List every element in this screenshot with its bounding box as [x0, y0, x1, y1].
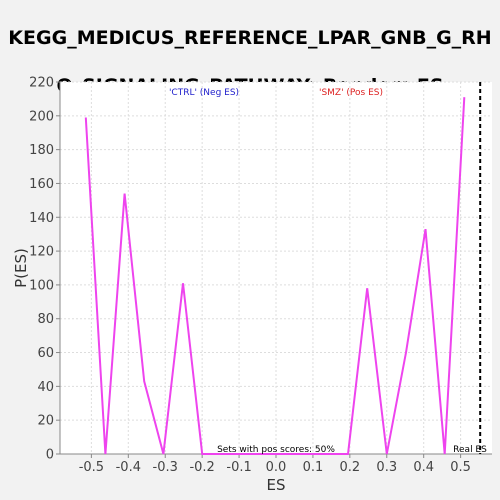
y-tick-label: 0: [46, 448, 54, 463]
y-tick-label: 140: [29, 211, 54, 226]
y-tick-label: 220: [29, 76, 54, 91]
real-es-label: Real ES: [453, 445, 487, 455]
y-axis-label: P(ES): [12, 248, 30, 288]
y-axis-ticks: 0 20 40 60 80 100 120 140 160 180 200 220: [29, 76, 60, 463]
y-tick-label: 80: [37, 312, 54, 327]
y-tick-label: 200: [29, 109, 54, 124]
x-tick-label: 0.0: [266, 460, 287, 475]
x-tick-label: -0.4: [116, 460, 141, 475]
x-tick-label: 0.2: [340, 460, 361, 475]
y-tick-label: 20: [37, 414, 54, 429]
x-tick-label: 0.1: [303, 460, 324, 475]
y-tick-label: 160: [29, 177, 54, 192]
x-tick-label: 0.5: [450, 460, 471, 475]
x-axis-ticks: -0.5 -0.4 -0.3 -0.2 -0.1 0.0 0.1 0.2 0.3 0.4 0.5: [79, 454, 471, 475]
y-tick-label: 60: [37, 346, 54, 361]
x-tick-label: 0.4: [413, 460, 434, 475]
x-tick-label: -0.2: [189, 460, 214, 475]
pos-es-annotation: 'SMZ' (Pos ES): [319, 88, 383, 98]
grid-lines: [60, 81, 492, 454]
y-tick-label: 180: [29, 143, 54, 158]
neg-es-annotation: 'CTRL' (Neg ES): [169, 88, 239, 98]
series-layer: [84, 97, 466, 455]
pos-scores-annotation: Sets with pos scores: 50%: [217, 445, 335, 455]
y-tick-label: 40: [37, 380, 54, 395]
x-axis-label: ES: [267, 476, 286, 494]
x-tick-label: -0.5: [79, 460, 104, 475]
chart-title-line-1: KEGG_MEDICUS_REFERENCE_LPAR_GNB_G_RH: [8, 27, 492, 49]
x-tick-label: -0.1: [226, 460, 251, 475]
y-tick-label: 120: [29, 245, 54, 260]
x-tick-label: -0.3: [153, 460, 178, 475]
x-tick-label: 0.3: [376, 460, 397, 475]
series-line: [84, 97, 466, 455]
y-tick-label: 100: [29, 278, 54, 293]
